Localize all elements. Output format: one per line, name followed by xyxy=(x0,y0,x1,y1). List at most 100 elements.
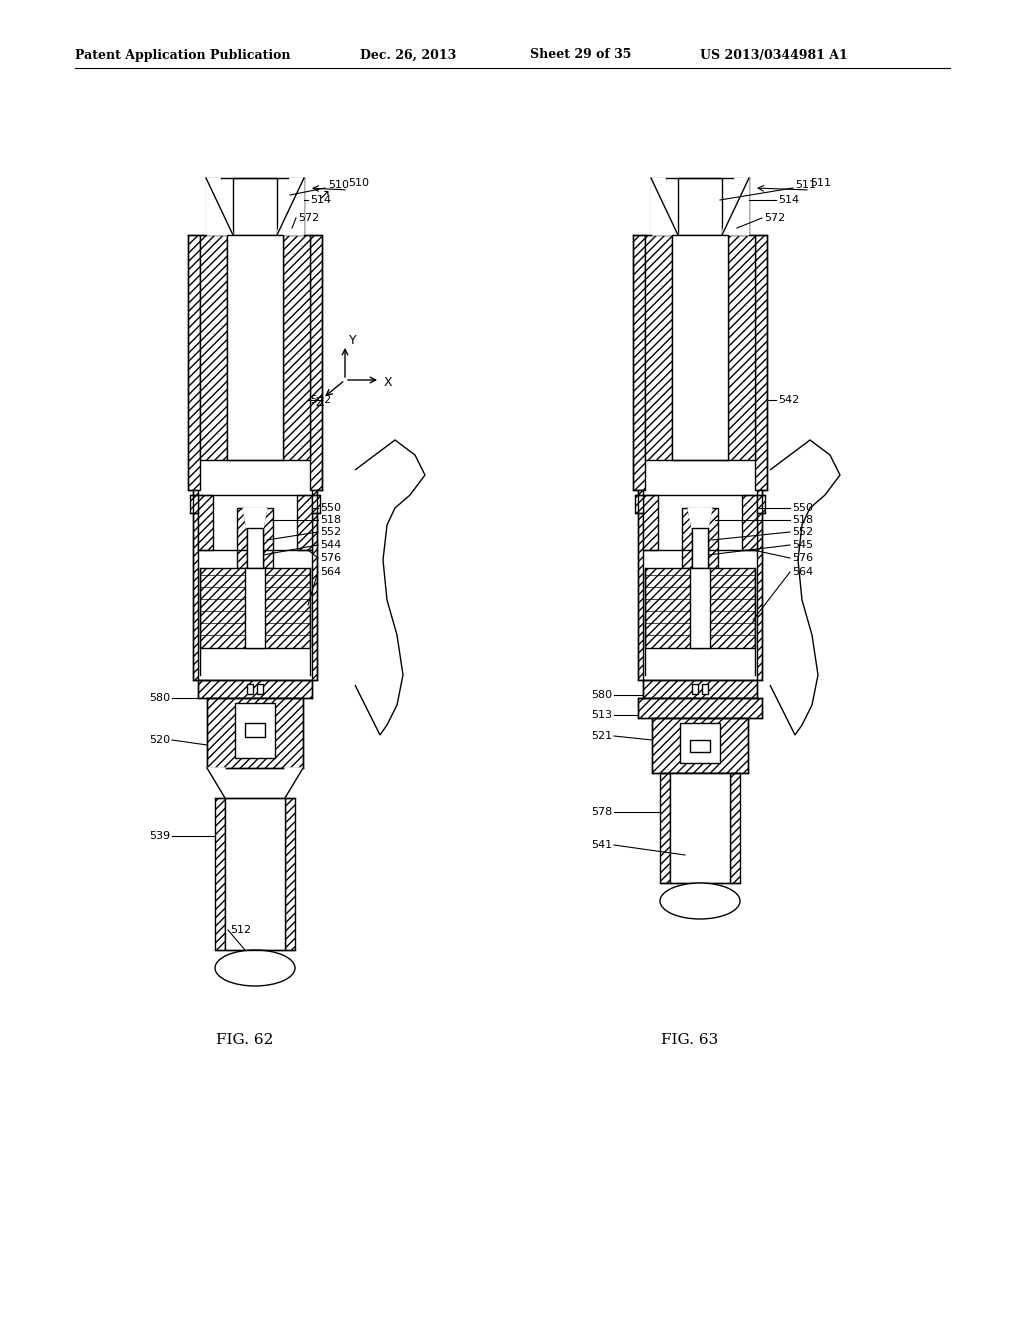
Polygon shape xyxy=(243,508,267,528)
Text: 518: 518 xyxy=(319,515,341,525)
Text: 542: 542 xyxy=(310,395,331,405)
Bar xyxy=(652,718,748,774)
Polygon shape xyxy=(651,178,678,235)
Text: 513: 513 xyxy=(591,710,612,719)
Bar xyxy=(215,799,225,950)
Bar xyxy=(290,178,304,235)
Bar xyxy=(297,495,312,550)
Text: Y: Y xyxy=(349,334,356,346)
Bar xyxy=(285,799,295,950)
Bar xyxy=(198,495,213,550)
Bar xyxy=(690,568,710,648)
Bar xyxy=(686,737,714,758)
Text: 550: 550 xyxy=(792,503,813,513)
Bar xyxy=(312,495,319,513)
Text: 580: 580 xyxy=(591,690,612,700)
Bar xyxy=(757,490,762,680)
Text: 544: 544 xyxy=(319,540,341,550)
Ellipse shape xyxy=(660,883,740,919)
Bar xyxy=(247,684,253,694)
Text: 576: 576 xyxy=(792,553,813,564)
Bar xyxy=(757,495,765,513)
Polygon shape xyxy=(285,768,303,799)
Text: Z: Z xyxy=(315,396,324,408)
Bar xyxy=(198,680,312,698)
Text: 520: 520 xyxy=(148,735,170,744)
Text: 578: 578 xyxy=(591,807,612,817)
Bar xyxy=(635,495,643,513)
Text: 510: 510 xyxy=(348,178,369,187)
Bar xyxy=(200,568,310,648)
Bar xyxy=(692,528,708,568)
Polygon shape xyxy=(278,178,304,235)
Text: 510: 510 xyxy=(328,180,349,190)
Text: 572: 572 xyxy=(764,213,785,223)
Bar xyxy=(643,680,757,698)
Bar xyxy=(692,684,698,694)
Bar xyxy=(245,568,265,648)
Bar xyxy=(245,723,265,737)
Bar xyxy=(188,235,200,490)
Bar xyxy=(227,235,283,459)
Text: 552: 552 xyxy=(319,527,341,537)
Text: 564: 564 xyxy=(319,568,341,577)
Bar xyxy=(237,508,273,568)
Text: Patent Application Publication: Patent Application Publication xyxy=(75,49,291,62)
Bar xyxy=(678,178,722,235)
Text: 572: 572 xyxy=(298,213,319,223)
Text: FIG. 63: FIG. 63 xyxy=(662,1034,719,1047)
Bar xyxy=(682,508,718,568)
Text: X: X xyxy=(384,375,392,388)
Bar xyxy=(702,684,708,694)
Bar xyxy=(728,235,755,459)
Text: 580: 580 xyxy=(148,693,170,704)
Text: 552: 552 xyxy=(792,527,813,537)
Bar xyxy=(660,774,670,883)
Polygon shape xyxy=(206,178,233,235)
Bar xyxy=(690,741,710,752)
Text: ↗: ↗ xyxy=(310,187,331,202)
Ellipse shape xyxy=(215,950,295,986)
Bar xyxy=(638,698,762,718)
Text: 511: 511 xyxy=(795,180,816,190)
Bar xyxy=(225,799,285,950)
Polygon shape xyxy=(688,508,712,528)
Bar xyxy=(257,684,263,694)
Bar xyxy=(645,235,672,459)
Text: 576: 576 xyxy=(319,553,341,564)
Text: 521: 521 xyxy=(591,731,612,741)
Bar xyxy=(206,178,220,235)
Text: 514: 514 xyxy=(778,195,799,205)
Bar xyxy=(651,178,665,235)
Bar xyxy=(735,178,749,235)
Bar xyxy=(283,235,310,459)
Text: 511: 511 xyxy=(810,178,831,187)
Text: 518: 518 xyxy=(792,515,813,525)
Text: FIG. 62: FIG. 62 xyxy=(216,1034,273,1047)
Polygon shape xyxy=(207,768,225,799)
Bar xyxy=(680,723,720,763)
Text: 564: 564 xyxy=(792,568,813,577)
Text: 514: 514 xyxy=(310,195,331,205)
Bar xyxy=(241,718,269,743)
Bar xyxy=(633,235,645,490)
Bar xyxy=(730,774,740,883)
Text: 550: 550 xyxy=(319,503,341,513)
Bar xyxy=(200,235,227,459)
Polygon shape xyxy=(722,178,749,235)
Bar xyxy=(190,495,198,513)
Text: US 2013/0344981 A1: US 2013/0344981 A1 xyxy=(700,49,848,62)
Bar xyxy=(310,235,322,490)
Bar xyxy=(233,178,278,235)
Text: 542: 542 xyxy=(778,395,800,405)
Text: 541: 541 xyxy=(591,840,612,850)
Bar xyxy=(672,235,728,459)
Bar xyxy=(742,495,757,550)
Text: 539: 539 xyxy=(148,832,170,841)
Bar xyxy=(755,235,767,490)
Text: Sheet 29 of 35: Sheet 29 of 35 xyxy=(530,49,632,62)
Bar xyxy=(207,698,303,768)
Text: Dec. 26, 2013: Dec. 26, 2013 xyxy=(360,49,457,62)
Bar xyxy=(670,774,730,883)
Bar xyxy=(645,568,755,648)
